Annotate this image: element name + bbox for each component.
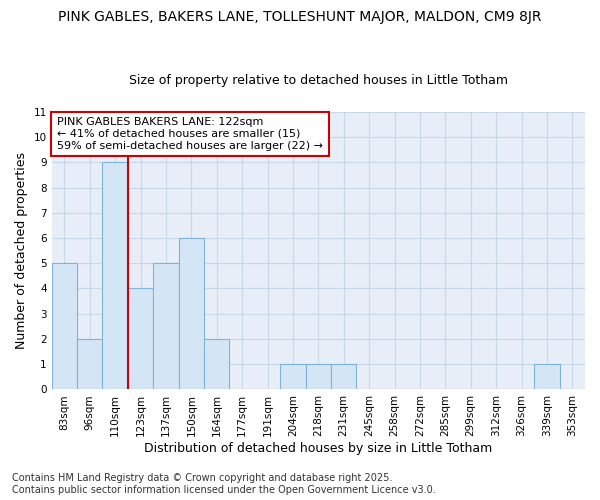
- Bar: [305, 364, 331, 390]
- Text: PINK GABLES, BAKERS LANE, TOLLESHUNT MAJOR, MALDON, CM9 8JR: PINK GABLES, BAKERS LANE, TOLLESHUNT MAJ…: [58, 10, 542, 24]
- Bar: [52, 263, 77, 390]
- Bar: [153, 263, 179, 390]
- Bar: [77, 339, 103, 390]
- Bar: [534, 364, 560, 390]
- Bar: [179, 238, 204, 390]
- Title: Size of property relative to detached houses in Little Totham: Size of property relative to detached ho…: [129, 74, 508, 87]
- Bar: [331, 364, 356, 390]
- Bar: [103, 162, 128, 390]
- Y-axis label: Number of detached properties: Number of detached properties: [15, 152, 28, 349]
- Bar: [204, 339, 229, 390]
- Bar: [280, 364, 305, 390]
- Text: PINK GABLES BAKERS LANE: 122sqm
← 41% of detached houses are smaller (15)
59% of: PINK GABLES BAKERS LANE: 122sqm ← 41% of…: [57, 118, 323, 150]
- Bar: [128, 288, 153, 390]
- X-axis label: Distribution of detached houses by size in Little Totham: Distribution of detached houses by size …: [144, 442, 493, 455]
- Text: Contains HM Land Registry data © Crown copyright and database right 2025.
Contai: Contains HM Land Registry data © Crown c…: [12, 474, 436, 495]
